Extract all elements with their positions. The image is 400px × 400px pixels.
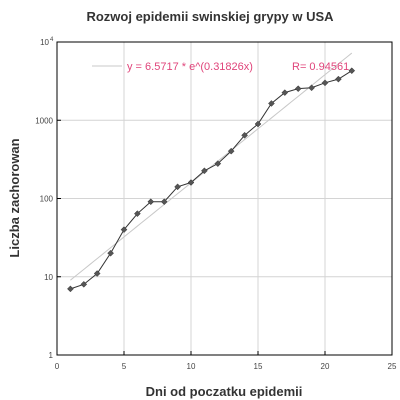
chart-title: Rozwoj epidemii swinskiej grypy w USA [86, 9, 334, 24]
x-tick-label: 0 [55, 362, 60, 371]
x-tick-label: 25 [388, 362, 397, 371]
data-point [308, 84, 315, 92]
data-point [160, 198, 168, 206]
y-axis-label: Liczba zachorowan [7, 138, 22, 257]
x-tick-label: 15 [254, 362, 263, 371]
data-point [227, 147, 235, 155]
data-point [254, 120, 262, 128]
series-layer [67, 67, 356, 293]
y-tick-label: 1 [49, 351, 54, 360]
data-point [107, 249, 114, 257]
data-point [67, 285, 74, 293]
grid [57, 42, 392, 355]
y-tick-label: 100 [40, 195, 54, 204]
data-point [335, 75, 342, 83]
data-point [93, 270, 101, 277]
data-point [294, 85, 302, 93]
x-tick-label: 10 [187, 362, 196, 371]
data-point [174, 183, 181, 191]
y-tick-label-top-exponent: 4 [50, 37, 54, 43]
y-tick-label: 1000 [35, 116, 53, 125]
data-point [214, 160, 222, 167]
data-point [321, 79, 329, 87]
data-point [281, 89, 289, 96]
x-tick-label: 5 [122, 362, 127, 371]
data-point [80, 280, 88, 288]
data-point [120, 226, 128, 233]
fit-r-label: R= 0.94561 [292, 61, 349, 73]
y-tick-label-top: 10 [40, 38, 49, 47]
data-point [147, 198, 155, 206]
series-line [70, 70, 353, 290]
data-point [268, 100, 275, 107]
data-point [348, 67, 356, 75]
y-tick-label: 10 [44, 273, 53, 282]
x-axis-label: Dni od poczatku epidemii [146, 384, 303, 399]
data-point [241, 131, 248, 139]
x-tick-label: 20 [321, 362, 330, 371]
fit-equation-label: y = 6.5717 * e^(0.31826x) [127, 61, 253, 73]
data-point [187, 179, 195, 186]
data-point [134, 210, 141, 218]
data-point [201, 167, 208, 175]
